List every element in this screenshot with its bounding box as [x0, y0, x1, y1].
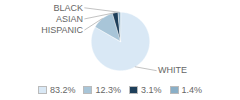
html-text:1.4%: 1.4%	[181, 85, 202, 95]
svg-text:WHITE: WHITE	[158, 65, 187, 75]
svg-text:BLACK: BLACK	[53, 3, 83, 13]
html-text:12.3%: 12.3%	[95, 85, 121, 95]
svg-text:ASIAN: ASIAN	[56, 14, 83, 24]
html-text:3.1%: 3.1%	[141, 85, 162, 95]
svg-text:HISPANIC: HISPANIC	[41, 25, 83, 35]
html-text:83.2%: 83.2%	[50, 85, 76, 95]
